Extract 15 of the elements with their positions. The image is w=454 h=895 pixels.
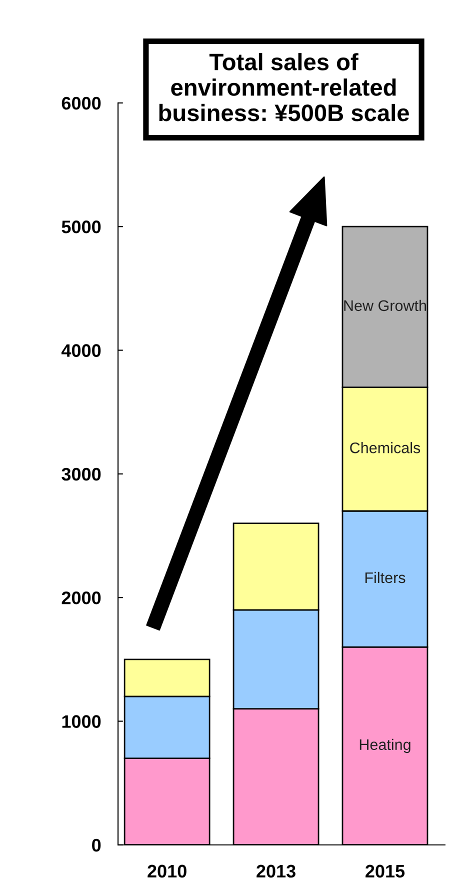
y-tick-label: 6000	[62, 96, 101, 110]
series-label: New Growth	[344, 300, 426, 312]
y-tick-label: 0	[92, 838, 101, 852]
y-tick-label: 1000	[62, 715, 101, 728]
x-tick-label: 2010	[148, 864, 186, 878]
series-label: Filters	[365, 572, 406, 584]
annotation: Total sales of environment-related business: ¥500B scale	[159, 53, 409, 122]
y-tick-label: 5000	[62, 220, 101, 234]
y-tick-label: 2000	[62, 591, 101, 604]
x-tick-label: 2015	[366, 864, 405, 878]
y-tick-label: 3000	[62, 468, 101, 481]
series-label: Heating	[360, 738, 410, 754]
y-tick-label: 4000	[61, 344, 101, 357]
series-label: Chemicals	[350, 442, 420, 454]
x-tick-label: 2013	[256, 864, 296, 878]
